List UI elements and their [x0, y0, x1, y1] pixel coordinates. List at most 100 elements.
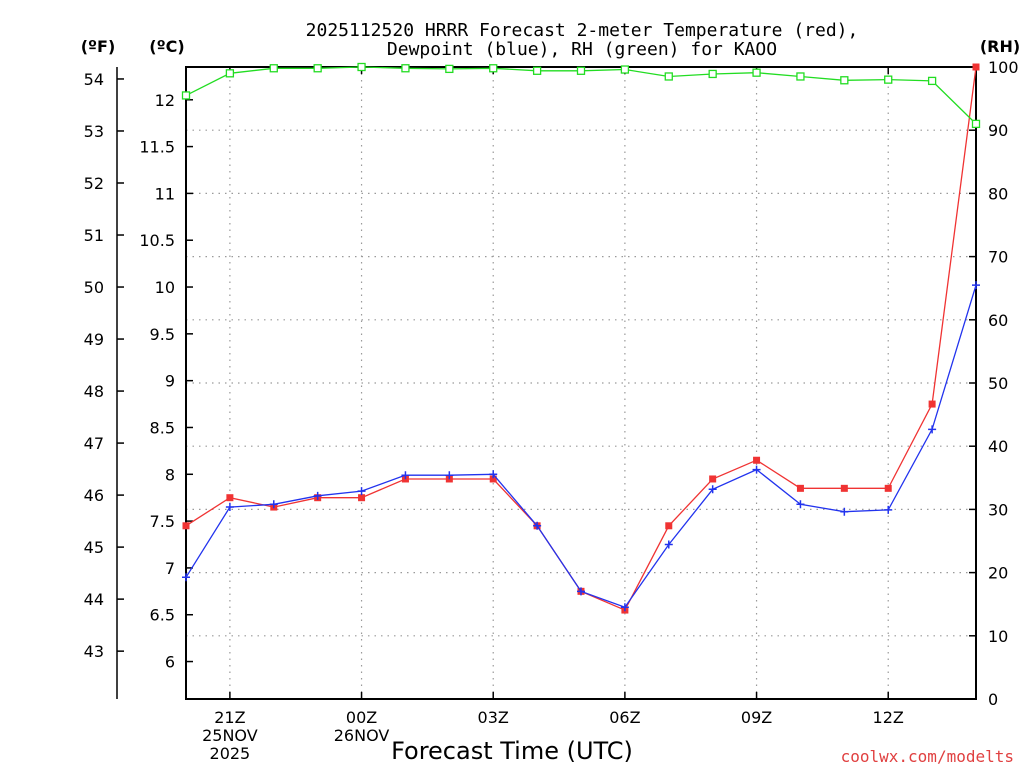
rh-tick-label: 50 — [988, 374, 1008, 393]
fahrenheit-axis-unit: (ºF) — [81, 37, 116, 56]
fahrenheit-tick-label: 47 — [84, 434, 104, 453]
fahrenheit-tick-label: 54 — [84, 70, 104, 89]
credit-text: coolwx.com/modelts — [841, 747, 1014, 766]
temperature-point — [796, 484, 804, 492]
rh-tick-label: 20 — [988, 564, 1008, 583]
rh-point — [796, 72, 805, 81]
dewpoint-point — [928, 425, 937, 434]
rh-point — [576, 66, 586, 75]
temperature-point — [840, 484, 848, 492]
rh-tick-label: 10 — [988, 627, 1008, 646]
data-series — [181, 62, 981, 614]
dewpoint-point — [357, 487, 366, 496]
temperature-point — [665, 522, 673, 530]
x-tick-label: 00Z — [346, 708, 377, 727]
dewpoint-point — [489, 470, 498, 479]
dewpoint-point — [182, 573, 190, 582]
fahrenheit-tick-label: 46 — [84, 486, 104, 505]
rh-point — [840, 76, 849, 85]
dewpoint-point — [269, 500, 278, 509]
rh-tick-label: 60 — [988, 311, 1008, 330]
fahrenheit-tick-label: 48 — [84, 382, 104, 401]
chart-title-line2: Dewpoint (blue), RH (green) for KAOO — [387, 39, 777, 60]
dewpoint-point — [664, 540, 673, 549]
rh-tick-label: 80 — [988, 184, 1008, 203]
rh-point — [313, 64, 322, 73]
celsius-axis-unit: (ºC) — [149, 37, 184, 56]
celsius-tick-label: 8 — [165, 465, 175, 484]
rh-point — [445, 64, 454, 74]
temperature-point — [928, 400, 936, 408]
rh-point — [225, 69, 235, 78]
dewpoint-point — [401, 471, 410, 480]
x-tick-label: 26NOV — [334, 726, 390, 745]
fahrenheit-tick-label: 52 — [84, 174, 104, 193]
rh-point — [269, 64, 278, 73]
x-tick-label: 25NOV — [202, 726, 258, 745]
dewpoint-point — [225, 503, 234, 512]
rh-series-line — [185, 66, 977, 125]
fahrenheit-tick-label: 44 — [84, 590, 104, 609]
fahrenheit-tick-label: 53 — [84, 122, 104, 141]
dewpoint-point — [752, 465, 761, 474]
celsius-tick-label: 10.5 — [139, 231, 175, 250]
celsius-tick-label: 7 — [165, 559, 175, 578]
celsius-tick-label: 8.5 — [150, 418, 175, 437]
celsius-tick-label: 9.5 — [150, 325, 175, 344]
x-tick-label: 03Z — [478, 708, 509, 727]
temperature-point — [709, 475, 717, 483]
temperature-point — [753, 456, 761, 464]
rh-tick-label: 0 — [988, 690, 998, 709]
x-tick-label: 06Z — [609, 708, 640, 727]
temperature-point — [884, 484, 892, 492]
rh-point — [752, 68, 761, 77]
temperature-point — [358, 494, 366, 502]
rh-point — [884, 75, 893, 84]
rh-point — [620, 65, 630, 74]
rh-tick-label: 40 — [988, 437, 1008, 456]
temperature-point — [182, 522, 190, 530]
tick-labels: 43 44 45 46 47 48 49 50 51 52 53 54 6 6.5 7 7.5 8 8.5 9 9.5… — [84, 58, 1019, 763]
dewpoint-point — [313, 491, 322, 500]
rh-point — [664, 72, 673, 81]
celsius-tick-label: 10 — [155, 278, 175, 297]
rh-tick-label: 30 — [988, 500, 1008, 519]
temperature-point — [489, 475, 497, 483]
fahrenheit-tick-label: 50 — [84, 278, 104, 297]
rh-point — [708, 69, 717, 79]
temperature-point — [972, 63, 980, 71]
celsius-tick-label: 6 — [165, 653, 175, 672]
celsius-tick-label: 11 — [155, 184, 175, 203]
rh-tick-label: 70 — [988, 248, 1008, 267]
fahrenheit-tick-label: 45 — [84, 538, 104, 557]
dewpoint-point — [708, 485, 717, 494]
x-tick-label: 12Z — [873, 708, 904, 727]
fahrenheit-tick-label: 49 — [84, 330, 104, 349]
fahrenheit-tick-label: 43 — [84, 642, 104, 661]
rh-point — [181, 91, 191, 100]
celsius-tick-label: 6.5 — [150, 606, 175, 625]
rh-point — [401, 64, 410, 73]
celsius-tick-label: 12 — [155, 91, 175, 110]
chart-title-line1: 2025112520 HRRR Forecast 2-meter Tempera… — [306, 20, 859, 41]
x-axis-label: Forecast Time (UTC) — [391, 737, 633, 765]
temperature-point — [226, 494, 234, 502]
temperature-series-line — [185, 66, 977, 611]
rh-tick-label: 100 — [988, 58, 1019, 77]
rh-point — [489, 64, 498, 73]
dewpoint-point — [884, 505, 893, 514]
rh-point — [532, 66, 542, 75]
celsius-tick-label: 9 — [165, 372, 175, 391]
rh-tick-label: 90 — [988, 121, 1008, 140]
grid-lines — [186, 67, 976, 699]
dewpoint-point — [445, 471, 454, 480]
dewpoint-point — [620, 603, 629, 612]
rh-axis-unit: (RH) — [980, 37, 1020, 56]
dewpoint-point — [972, 281, 980, 290]
dewpoint-point — [577, 587, 585, 596]
rh-point — [357, 62, 366, 72]
x-tick-label: 2025 — [210, 744, 251, 763]
rh-point — [927, 76, 937, 86]
x-tick-label: 09Z — [741, 708, 772, 727]
